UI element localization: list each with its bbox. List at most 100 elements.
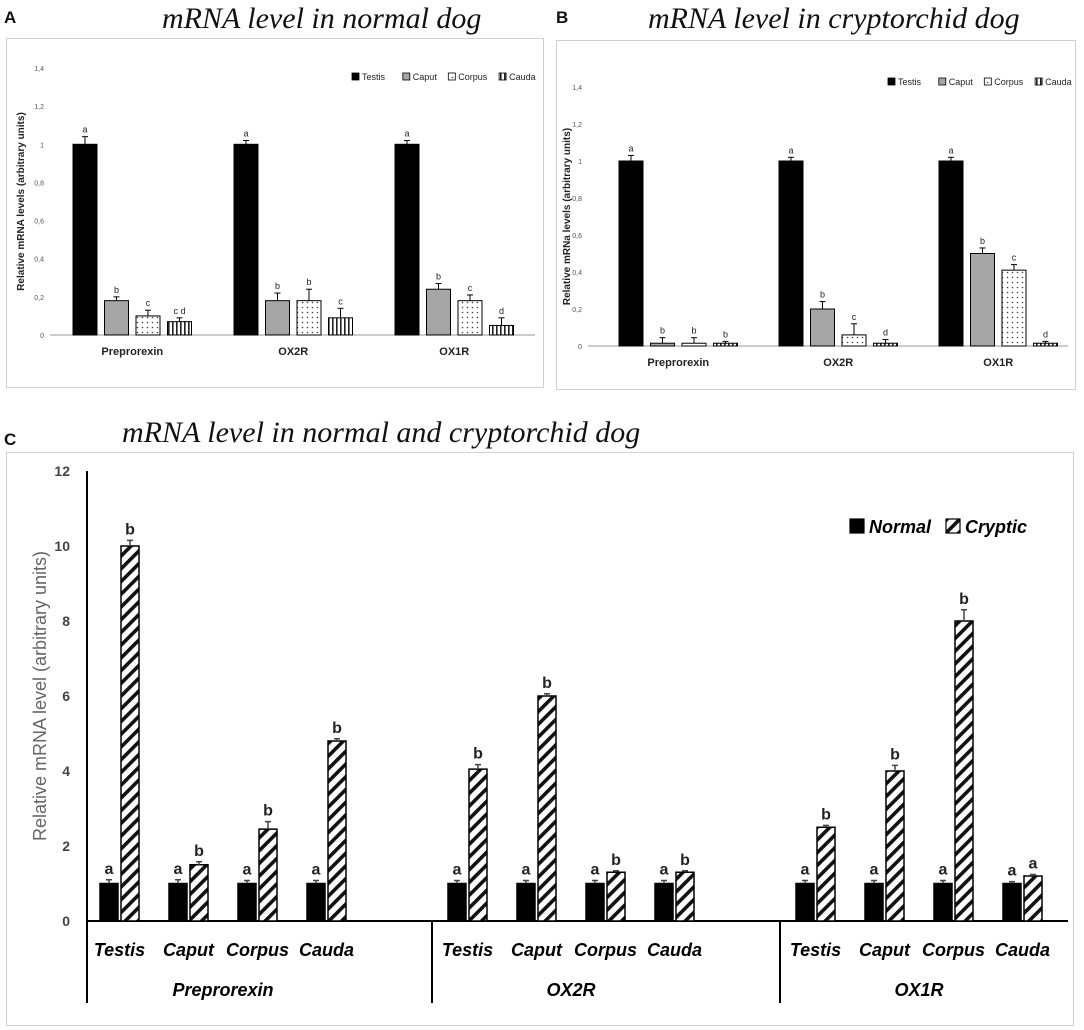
a-significance-letter: b: [114, 285, 119, 295]
panel-c-frame: [6, 452, 1074, 1026]
a-ytick-label: 0,8: [34, 180, 44, 187]
a-significance-letter: c d: [173, 306, 185, 316]
c-bar-preprorexin-corpus-normal: [237, 882, 257, 922]
c-significance-letter: b: [194, 843, 204, 860]
b-legend-label-cauda: Cauda: [1045, 77, 1072, 87]
a-ytick-label: 0,4: [34, 257, 44, 264]
a-significance-letter: c: [146, 298, 151, 308]
panel-b-letter: B: [556, 8, 569, 27]
b-legend-swatch-cauda: [1034, 77, 1043, 86]
a-significance-letter: b: [306, 277, 311, 287]
b-bar-ox2r-cauda: [873, 342, 898, 347]
b-significance-letter: c: [852, 312, 857, 322]
c-bar-preprorexin-testis-cryptic: [120, 545, 140, 922]
a-bar-preprorexin-corpus: [135, 315, 161, 336]
b-category-label: OX2R: [823, 357, 853, 369]
b-legend-swatch-testis: [887, 77, 896, 86]
c-significance-letter: a: [453, 862, 462, 879]
a-ytick-label: 0: [40, 333, 44, 340]
a-ytick-label: 1: [40, 142, 44, 149]
a-bar-ox2r-corpus: [296, 300, 322, 336]
a-legend-label-corpus: Corpus: [458, 72, 488, 82]
c-bar-preprorexin-cauda-normal: [306, 882, 326, 922]
c-bar-ox1r-testis-cryptic: [816, 826, 836, 922]
c-ytick-label: 12: [54, 463, 70, 479]
a-category-label: OX1R: [439, 346, 469, 358]
c-group-label-preprorexin: Preprorexin: [172, 980, 273, 1000]
c-significance-letter: b: [332, 720, 342, 737]
panel-b-frame: [556, 40, 1076, 390]
c-significance-letter: b: [611, 852, 621, 869]
c-significance-letter: a: [801, 862, 810, 879]
b-ytick-label: 0,8: [572, 196, 582, 203]
b-significance-letter: a: [628, 143, 633, 153]
c-bar-preprorexin-testis-normal: [99, 882, 119, 922]
b-legend-label-corpus: Corpus: [994, 77, 1024, 87]
c-significance-letter: a: [1008, 863, 1017, 880]
b-bar-ox2r-corpus: [841, 334, 867, 347]
panel-b-title: mRNA level in cryptorchid dog: [648, 2, 1020, 35]
a-bar-ox1r-corpus: [457, 300, 483, 336]
a-category-label: Preprorexin: [101, 346, 163, 358]
b-bar-preprorexin-corpus: [681, 342, 707, 347]
b-legend-swatch-corpus: [983, 77, 992, 86]
c-ytick-label: 10: [54, 538, 70, 554]
b-ytick-label: 0,4: [572, 270, 582, 277]
c-legend-label-cryptic: Cryptic: [965, 517, 1027, 537]
c-significance-letter: a: [522, 862, 531, 879]
c-bar-ox2r-corpus-cryptic: [606, 871, 626, 922]
c-bar-ox1r-caput-cryptic: [885, 770, 905, 922]
c-category-label-caput: Caput: [859, 940, 911, 960]
c-category-label-corpus: Corpus: [226, 940, 289, 960]
c-significance-letter: a: [105, 861, 114, 878]
b-significance-letter: a: [948, 145, 953, 155]
c-significance-letter: b: [263, 803, 273, 820]
c-significance-letter: a: [939, 862, 948, 879]
c-group-label-ox1r: OX1R: [894, 980, 943, 1000]
c-significance-letter: b: [473, 746, 483, 763]
a-bar-ox1r-testis: [394, 143, 420, 336]
c-ytick-label: 6: [62, 688, 70, 704]
c-significance-letter: b: [542, 675, 552, 692]
b-legend-label-testis: Testis: [898, 77, 922, 87]
a-bar-preprorexin-caput: [104, 300, 129, 336]
a-ytick-label: 0,2: [34, 295, 44, 302]
c-y-axis-label: Relative mRNA level (arbitrary units): [30, 551, 50, 841]
c-category-label-cauda: Cauda: [647, 940, 702, 960]
c-bar-ox2r-caput-cryptic: [537, 695, 557, 922]
b-ytick-label: 1: [578, 159, 582, 166]
c-legend-swatch-cryptic: [945, 518, 961, 534]
c-bar-ox1r-corpus-normal: [933, 882, 953, 922]
b-y-axis-label: Relative mRNa levels (arbitrary units): [562, 128, 573, 305]
c-significance-letter: b: [680, 852, 690, 869]
panel-a-letter: A: [4, 8, 17, 27]
a-ytick-label: 0,6: [34, 219, 44, 226]
b-significance-letter: b: [723, 329, 728, 339]
b-bar-ox1r-testis: [938, 160, 964, 347]
b-legend-label-caput: Caput: [949, 77, 974, 87]
b-significance-letter: b: [980, 236, 985, 246]
c-ytick-label: 4: [62, 763, 70, 779]
a-y-axis-label: Relative mRNA levels (arbitrary units): [16, 112, 27, 291]
c-category-label-caput: Caput: [163, 940, 215, 960]
b-significance-letter: b: [660, 326, 665, 336]
c-bar-ox2r-corpus-normal: [585, 882, 605, 922]
a-significance-letter: c: [338, 296, 343, 306]
c-significance-letter: a: [174, 861, 183, 878]
c-significance-letter: b: [890, 746, 900, 763]
c-significance-letter: a: [591, 862, 600, 879]
c-bar-ox1r-cauda-cryptic: [1023, 875, 1043, 922]
b-significance-letter: d: [1043, 329, 1048, 339]
b-ytick-label: 0,6: [572, 233, 582, 240]
b-significance-letter: d: [883, 328, 888, 338]
a-bar-preprorexin-testis: [72, 143, 98, 336]
a-bar-ox1r-caput: [426, 288, 451, 336]
c-significance-letter: a: [312, 862, 321, 879]
c-category-label-cauda: Cauda: [299, 940, 354, 960]
a-legend-swatch-corpus: [447, 72, 456, 81]
a-category-label: OX2R: [278, 346, 308, 358]
panel-c-title: mRNA level in normal and cryptorchid dog: [122, 416, 641, 449]
c-ytick-label: 8: [62, 613, 70, 629]
a-significance-letter: b: [436, 272, 441, 282]
